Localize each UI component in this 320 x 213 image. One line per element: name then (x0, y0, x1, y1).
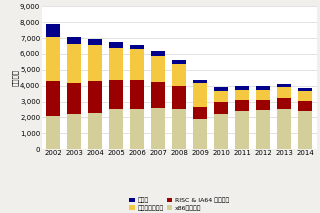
Bar (109, 109, 123, 149)
Bar (88, 113, 102, 149)
Bar (88, 81, 102, 113)
Bar (151, 51, 165, 56)
Bar (130, 49, 144, 80)
Bar (277, 109, 291, 149)
Bar (193, 82, 207, 107)
Bar (236, 90, 249, 100)
Bar (256, 90, 270, 100)
Bar (193, 119, 207, 149)
Bar (67, 114, 81, 149)
Bar (214, 91, 228, 102)
Bar (151, 56, 165, 82)
Bar (46, 81, 60, 116)
Bar (214, 114, 228, 149)
Bar (299, 111, 312, 149)
Bar (236, 100, 249, 111)
Bar (299, 101, 312, 111)
Bar (299, 88, 312, 91)
Bar (256, 86, 270, 90)
Bar (256, 110, 270, 149)
Bar (277, 84, 291, 87)
Bar (67, 37, 81, 45)
Bar (88, 39, 102, 45)
Bar (109, 80, 123, 109)
Bar (277, 87, 291, 98)
Bar (46, 36, 60, 81)
Y-axis label: （億円）: （億円） (12, 69, 19, 86)
Legend: その他, メインフレーム, RISC & IA64 サーバー, x86サーバー: その他, メインフレーム, RISC & IA64 サーバー, x86サーバー (127, 195, 232, 213)
Bar (172, 60, 186, 64)
Bar (172, 109, 186, 149)
Bar (256, 100, 270, 110)
Bar (299, 91, 312, 101)
Bar (172, 64, 186, 86)
Bar (88, 45, 102, 81)
Bar (236, 111, 249, 149)
Bar (46, 24, 60, 36)
Bar (109, 42, 123, 48)
Bar (236, 86, 249, 90)
Bar (151, 82, 165, 108)
Bar (46, 116, 60, 149)
Bar (130, 80, 144, 109)
Bar (130, 109, 144, 149)
Bar (130, 45, 144, 49)
Bar (214, 102, 228, 114)
Bar (193, 80, 207, 82)
Bar (214, 87, 228, 91)
Bar (67, 83, 81, 114)
Bar (109, 48, 123, 80)
Bar (67, 45, 81, 83)
Bar (277, 98, 291, 109)
Bar (151, 108, 165, 149)
Bar (193, 107, 207, 119)
Bar (172, 86, 186, 109)
